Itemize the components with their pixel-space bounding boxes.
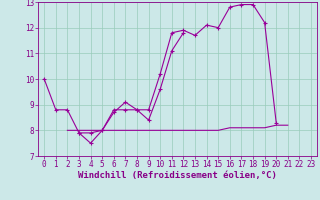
X-axis label: Windchill (Refroidissement éolien,°C): Windchill (Refroidissement éolien,°C) xyxy=(78,171,277,180)
